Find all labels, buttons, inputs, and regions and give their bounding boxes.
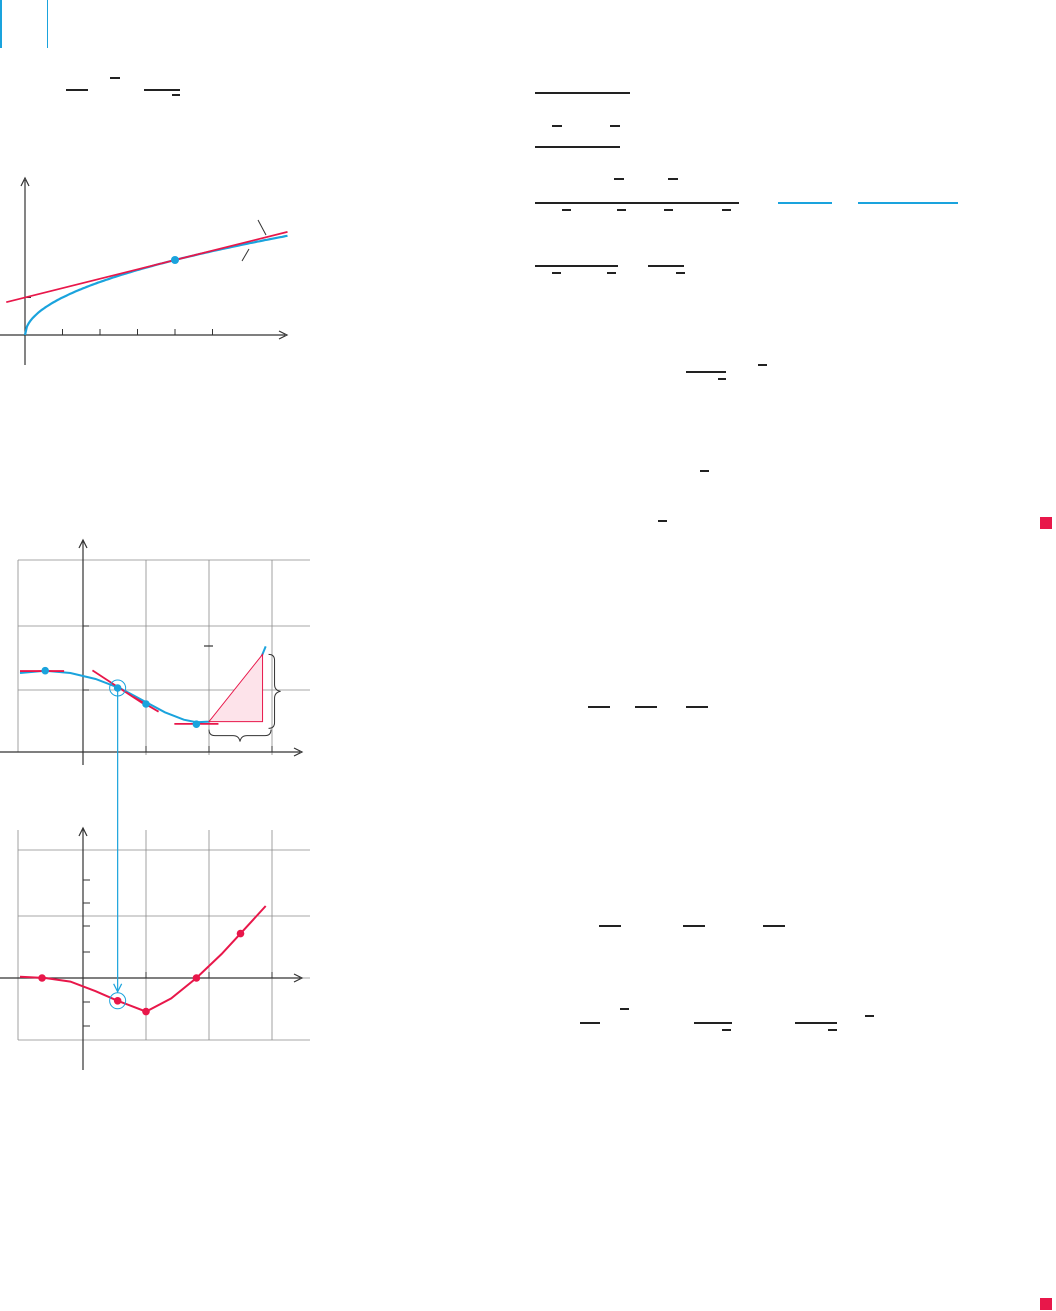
- derivative-point: [192, 974, 201, 982]
- page-corner-bar: [0, 0, 2, 48]
- figure-function-derivative: [0, 538, 310, 1070]
- derivative-point: [38, 974, 46, 982]
- formula-overline: [758, 364, 767, 366]
- formula-fraction-bar: [66, 89, 88, 91]
- x-axis-arrow: [278, 330, 289, 340]
- page-corner-mark: [0, 0, 48, 48]
- formula-overline: [110, 77, 120, 79]
- y-axis-arrow: [78, 538, 88, 549]
- run-brace: [208, 729, 272, 742]
- slope-triangle: [207, 652, 264, 723]
- formula-fraction-bar: [580, 1022, 600, 1024]
- derivative-curve: [19, 905, 267, 1013]
- formula-fraction-bar: [535, 265, 618, 267]
- formula-overline: [172, 94, 180, 96]
- formula-overline: [552, 272, 561, 274]
- formula-overline: [607, 272, 616, 274]
- curve-point: [142, 700, 150, 708]
- formula-overline: [700, 470, 709, 472]
- formula-overline: [610, 125, 620, 127]
- y-axis-arrow: [20, 176, 30, 187]
- formula-overline: [658, 520, 667, 522]
- formula-overline: [562, 209, 571, 211]
- formula-overline: [614, 178, 624, 180]
- formula-fraction-bar: [763, 925, 785, 927]
- curve-point: [41, 666, 49, 675]
- formula-fraction-bar: [535, 146, 620, 148]
- formula-overline: [620, 1008, 629, 1010]
- formula-fraction-bar: [648, 265, 684, 267]
- leader-line: [257, 219, 267, 236]
- end-of-example-mark: [1040, 517, 1052, 529]
- formula-overline: [828, 1029, 837, 1031]
- formula-overline: [676, 272, 685, 274]
- formula-overline: [664, 209, 673, 211]
- formula-overline: [722, 1029, 731, 1031]
- leader-line: [241, 248, 250, 262]
- formula-fraction-bar: [144, 89, 180, 91]
- formula-fraction-bar: [588, 706, 610, 708]
- formula-fraction-bar: [599, 925, 621, 927]
- formula-fraction-bar: [535, 92, 630, 94]
- derivative-point: [142, 1007, 150, 1016]
- formula-fraction-bar-blue: [778, 202, 832, 204]
- tangency-point: [171, 256, 179, 264]
- formula-fraction-bar: [795, 1022, 837, 1024]
- formula-fraction-bar-blue: [858, 202, 958, 204]
- curve-point: [192, 720, 201, 728]
- formula-fraction-bar: [535, 202, 739, 204]
- formula-overline: [617, 209, 626, 211]
- y-axis-arrow: [78, 826, 88, 837]
- formula-fraction-bar: [683, 925, 705, 927]
- x-axis-arrow: [293, 747, 304, 757]
- derivative-point: [113, 997, 122, 1005]
- figure-sqrt-tangent: [0, 176, 289, 365]
- derivative-point: [236, 929, 245, 938]
- end-of-example-mark: [1040, 1298, 1052, 1310]
- formula-overline: [668, 178, 678, 180]
- rise-brace: [268, 653, 281, 729]
- formula-overline: [865, 1015, 874, 1017]
- formula-fraction-bar: [694, 1022, 732, 1024]
- formula-fraction-bar: [635, 706, 657, 708]
- formula-overline: [718, 378, 726, 380]
- x-axis-arrow: [293, 973, 304, 983]
- tangent-line: [6, 231, 288, 304]
- connector-arrowhead: [113, 983, 123, 994]
- formula-fraction-bar: [686, 706, 708, 708]
- formula-overline: [722, 209, 731, 211]
- formula-overline: [552, 125, 562, 127]
- formula-fraction-bar: [686, 371, 726, 373]
